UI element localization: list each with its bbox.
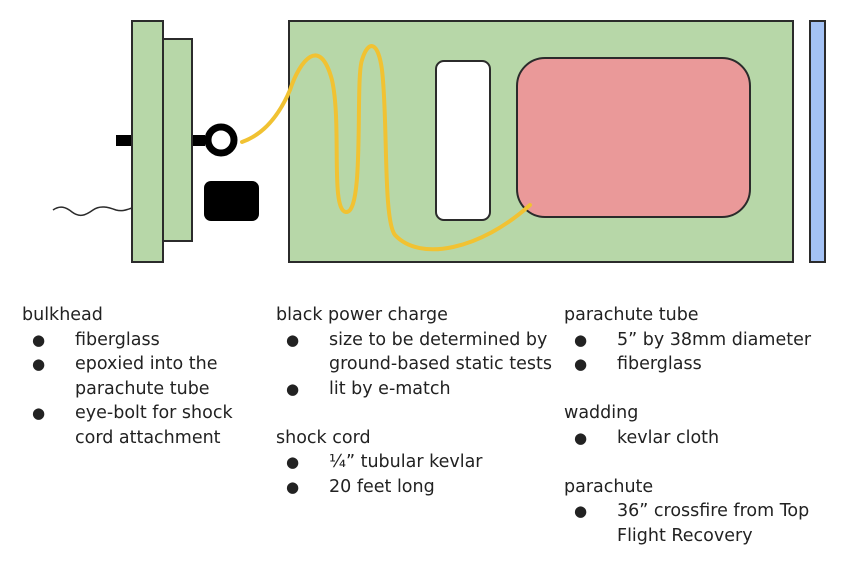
tube-list: 5” by 38mm diameter fiberglass <box>564 328 849 377</box>
shock-cord-title: shock cord <box>276 427 371 448</box>
bulkhead-outer-plate <box>131 20 164 263</box>
charge-notes: black power charge size to be determined… <box>276 303 556 499</box>
charge-list: size to be determined by ground-based st… <box>276 328 556 402</box>
bulkhead-title: bulkhead <box>22 305 103 325</box>
tube-notes: parachute tube 5” by 38mm diameter fiber… <box>564 303 849 548</box>
shock-cord-list: ¼” tubular kevlar 20 feet long <box>276 450 556 499</box>
eye-bolt-shaft-inner <box>191 135 205 146</box>
list-item: eye-bolt for shock cord attachment <box>22 401 262 450</box>
list-item: 20 feet long <box>276 475 556 500</box>
shock-cord <box>240 44 532 252</box>
parachute-list: 36” crossfire from Top Flight Recovery <box>564 499 849 548</box>
wadding <box>435 60 491 221</box>
wadding-list: kevlar cloth <box>564 426 849 451</box>
black-powder-charge <box>204 181 259 221</box>
list-item: fiberglass <box>22 328 262 353</box>
wadding-title: wadding <box>564 403 639 423</box>
list-item: 36” crossfire from Top Flight Recovery <box>564 499 849 548</box>
rocket-recovery-diagram <box>52 20 826 263</box>
parachute <box>516 57 751 218</box>
list-item: kevlar cloth <box>564 426 849 451</box>
tube-title: parachute tube <box>564 305 699 325</box>
list-item: fiberglass <box>564 352 849 377</box>
tube-end-cap <box>809 20 826 263</box>
e-match-wire <box>52 206 133 217</box>
eye-bolt-ring <box>204 123 238 157</box>
bulkhead-inner-plate <box>162 38 193 242</box>
list-item: size to be determined by ground-based st… <box>276 328 556 377</box>
parachute-title: parachute <box>564 476 654 497</box>
eye-bolt-shaft-outer <box>116 135 132 146</box>
list-item: ¼” tubular kevlar <box>276 450 556 475</box>
list-item: epoxied into the parachute tube <box>22 352 262 401</box>
bulkhead-notes: bulkhead fiberglass epoxied into the par… <box>22 303 262 450</box>
charge-title: black power charge <box>276 305 448 325</box>
bulkhead-list: fiberglass epoxied into the parachute tu… <box>22 328 262 451</box>
list-item: lit by e-match <box>276 377 556 402</box>
list-item: 5” by 38mm diameter <box>564 328 849 353</box>
